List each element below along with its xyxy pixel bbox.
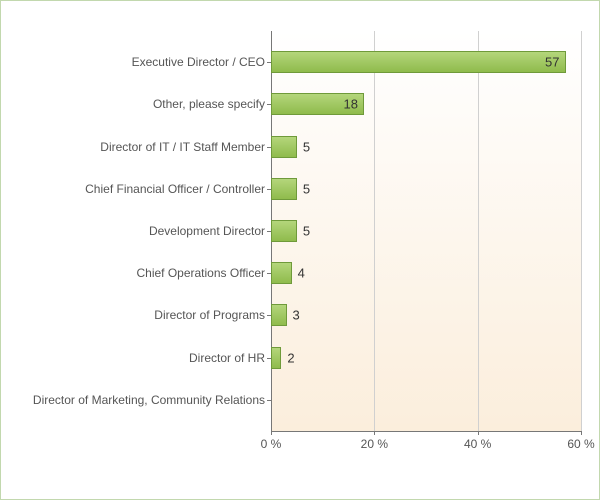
bar-row: Chief Financial Officer / Controller5 <box>271 178 581 200</box>
bar-value: 3 <box>293 308 300 323</box>
x-tick <box>478 431 479 435</box>
x-axis <box>271 431 581 432</box>
x-tick <box>581 431 582 435</box>
x-tick-label: 40 % <box>464 437 491 451</box>
x-tick-label: 60 % <box>567 437 594 451</box>
category-label: Chief Financial Officer / Controller <box>85 182 265 196</box>
bar-row: Executive Director / CEO57 <box>271 51 581 73</box>
bar <box>271 136 297 158</box>
category-label: Director of Programs <box>154 308 265 322</box>
bar-row: Other, please specify18 <box>271 93 581 115</box>
plot-area: Executive Director / CEO57 Other, please … <box>271 31 581 431</box>
category-label: Development Director <box>149 224 265 238</box>
category-label: Other, please specify <box>153 97 265 111</box>
category-label: Director of HR <box>189 351 265 365</box>
bar <box>271 262 292 284</box>
bar-value: 57 <box>545 55 559 70</box>
bar-value: 5 <box>303 224 310 239</box>
x-tick <box>374 431 375 435</box>
gridline <box>581 31 582 431</box>
bar-row: Director of HR2 <box>271 347 581 369</box>
category-label: Director of IT / IT Staff Member <box>100 140 265 154</box>
bar-value: 18 <box>344 97 358 112</box>
category-label: Executive Director / CEO <box>132 55 265 69</box>
bar-row: Director of IT / IT Staff Member5 <box>271 136 581 158</box>
bar <box>271 304 287 326</box>
bar <box>271 51 566 73</box>
bar-row: Director of Programs3 <box>271 304 581 326</box>
x-tick-label: 0 % <box>261 437 282 451</box>
bar <box>271 178 297 200</box>
x-tick-label: 20 % <box>361 437 388 451</box>
x-tick <box>271 431 272 435</box>
bar-value: 5 <box>303 181 310 196</box>
bar-row: Director of Marketing, Community Relatio… <box>271 389 581 411</box>
bar-value: 2 <box>287 350 294 365</box>
bar-row: Development Director5 <box>271 220 581 242</box>
category-label: Chief Operations Officer <box>136 266 265 280</box>
bar-value: 5 <box>303 139 310 154</box>
category-tick <box>267 400 271 401</box>
bar-row: Chief Operations Officer4 <box>271 262 581 284</box>
bar-value: 4 <box>298 266 305 281</box>
category-label: Director of Marketing, Community Relatio… <box>33 393 265 407</box>
bar <box>271 347 281 369</box>
bar-chart: Executive Director / CEO57Other, please … <box>0 0 600 500</box>
bar <box>271 220 297 242</box>
